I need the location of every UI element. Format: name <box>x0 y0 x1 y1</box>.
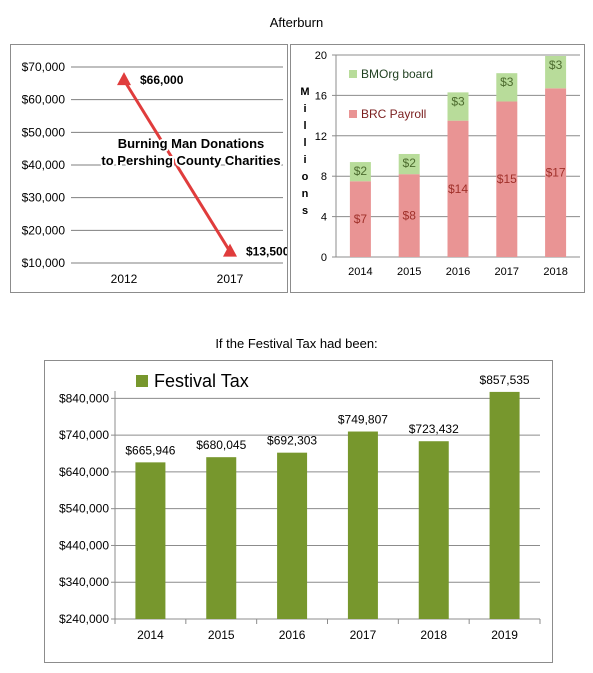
chart-title: Burning Man Donations <box>118 136 265 151</box>
bar-segment <box>447 120 469 258</box>
legend-swatch <box>349 110 357 118</box>
bar <box>277 452 308 619</box>
x-tick-label: 2017 <box>217 272 244 286</box>
bar-segment <box>349 162 371 182</box>
data-label: $8 <box>403 209 417 223</box>
x-tick-label: 2012 <box>111 272 138 286</box>
data-point <box>117 72 131 86</box>
festival-tax-chart-panel: $240,000 $340,000 $440,000 $540,000 $640,000… <box>44 360 553 663</box>
page-title: Afterburn <box>269 15 324 30</box>
data-label: $2 <box>354 164 368 178</box>
x-tick-label: 2015 <box>397 266 421 278</box>
x-tick-label: 2015 <box>208 628 235 642</box>
festival-tax-chart: $240,000 $340,000 $440,000 $540,000 $640,000… <box>59 371 541 642</box>
x-tick-label: 2017 <box>495 266 519 278</box>
data-label: $17 <box>546 166 566 180</box>
data-label: $692,303 <box>267 434 317 448</box>
y-tick-label: $440,000 <box>59 538 109 552</box>
page-subtitle: If the Festival Tax had been: <box>215 336 378 351</box>
legend-label: BMOrg board <box>361 67 433 81</box>
y-axis-label: l <box>303 137 306 149</box>
y-axis-label: l <box>303 120 306 132</box>
y-tick-label: $60,000 <box>22 93 66 107</box>
y-tick-label: $640,000 <box>59 465 109 479</box>
chart-title: to Pershing County Charities <box>101 153 280 168</box>
y-tick-label: $340,000 <box>59 575 109 589</box>
data-label: $680,045 <box>196 438 246 452</box>
data-label: $66,000 <box>140 73 184 87</box>
x-tick-label: 2019 <box>491 628 518 642</box>
data-label: $3 <box>451 94 465 108</box>
y-tick-label: $540,000 <box>59 502 109 516</box>
y-tick-label: $50,000 <box>22 125 66 139</box>
legend-swatch <box>136 375 148 387</box>
x-tick-label: 2016 <box>446 266 470 278</box>
y-axis-label: i <box>303 154 306 166</box>
x-tick-label: 2018 <box>420 628 447 642</box>
data-label: $3 <box>500 75 514 89</box>
bar-segment <box>496 73 518 102</box>
data-label: $7 <box>354 212 368 226</box>
bar-segment <box>398 153 420 175</box>
data-label: $15 <box>497 172 517 186</box>
x-tick-label: 2018 <box>543 266 567 278</box>
legend-label: BRC Payroll <box>361 107 426 121</box>
bar-segment <box>447 92 469 121</box>
legend-label: Festival Tax <box>154 371 249 391</box>
data-label: $3 <box>549 58 563 72</box>
y-tick-label: 8 <box>321 171 327 183</box>
bar <box>347 431 378 619</box>
bar <box>135 462 166 619</box>
bar-segment <box>496 101 518 258</box>
x-tick-label: 2014 <box>137 628 164 642</box>
bar <box>418 441 449 619</box>
data-point <box>223 243 237 257</box>
x-tick-label: 2014 <box>348 266 372 278</box>
series-line <box>122 79 232 253</box>
y-tick-label: $20,000 <box>22 223 66 237</box>
y-axis-label: s <box>302 205 308 217</box>
bar <box>489 391 520 619</box>
payroll-chart: 048121620Millions2014$7$22015$8$22016$14… <box>300 50 580 278</box>
data-label: $749,807 <box>338 413 388 427</box>
y-tick-label: $40,000 <box>22 158 66 172</box>
y-tick-label: 16 <box>315 90 327 102</box>
bar-segment <box>545 88 567 257</box>
x-tick-label: 2017 <box>350 628 377 642</box>
y-axis-label: o <box>302 171 309 183</box>
bar-segment <box>398 174 420 257</box>
y-axis-label: M <box>300 86 309 98</box>
donations-chart-panel: $10,000 $20,000 $30,000 $40,000 $50,000 $60,0… <box>10 44 290 293</box>
donations-chart: $10,000 $20,000 $30,000 $40,000 $50,000 $60,0… <box>22 60 290 286</box>
bar-segment <box>545 56 567 89</box>
y-axis-label: i <box>303 103 306 115</box>
y-tick-label: $30,000 <box>22 191 66 205</box>
y-tick-label: 12 <box>315 131 327 143</box>
y-tick-label: $70,000 <box>22 60 66 74</box>
bar <box>206 457 237 619</box>
y-tick-label: $10,000 <box>22 256 66 270</box>
data-label: $723,432 <box>409 422 459 436</box>
y-tick-label: $240,000 <box>59 612 109 626</box>
x-tick-label: 2016 <box>279 628 306 642</box>
y-axis-label: n <box>302 188 309 200</box>
data-label: $665,946 <box>125 443 175 457</box>
y-tick-label: 0 <box>321 252 327 264</box>
y-tick-label: $840,000 <box>59 391 109 405</box>
data-label: $857,535 <box>480 373 530 387</box>
data-label: $2 <box>403 156 417 170</box>
bar-segment <box>349 181 371 257</box>
y-tick-label: 4 <box>321 212 327 224</box>
data-label: $13,500 <box>246 245 287 259</box>
y-tick-label: $740,000 <box>59 428 109 442</box>
legend-swatch <box>349 70 357 78</box>
data-label: $14 <box>448 182 468 196</box>
y-tick-label: 20 <box>315 50 327 62</box>
